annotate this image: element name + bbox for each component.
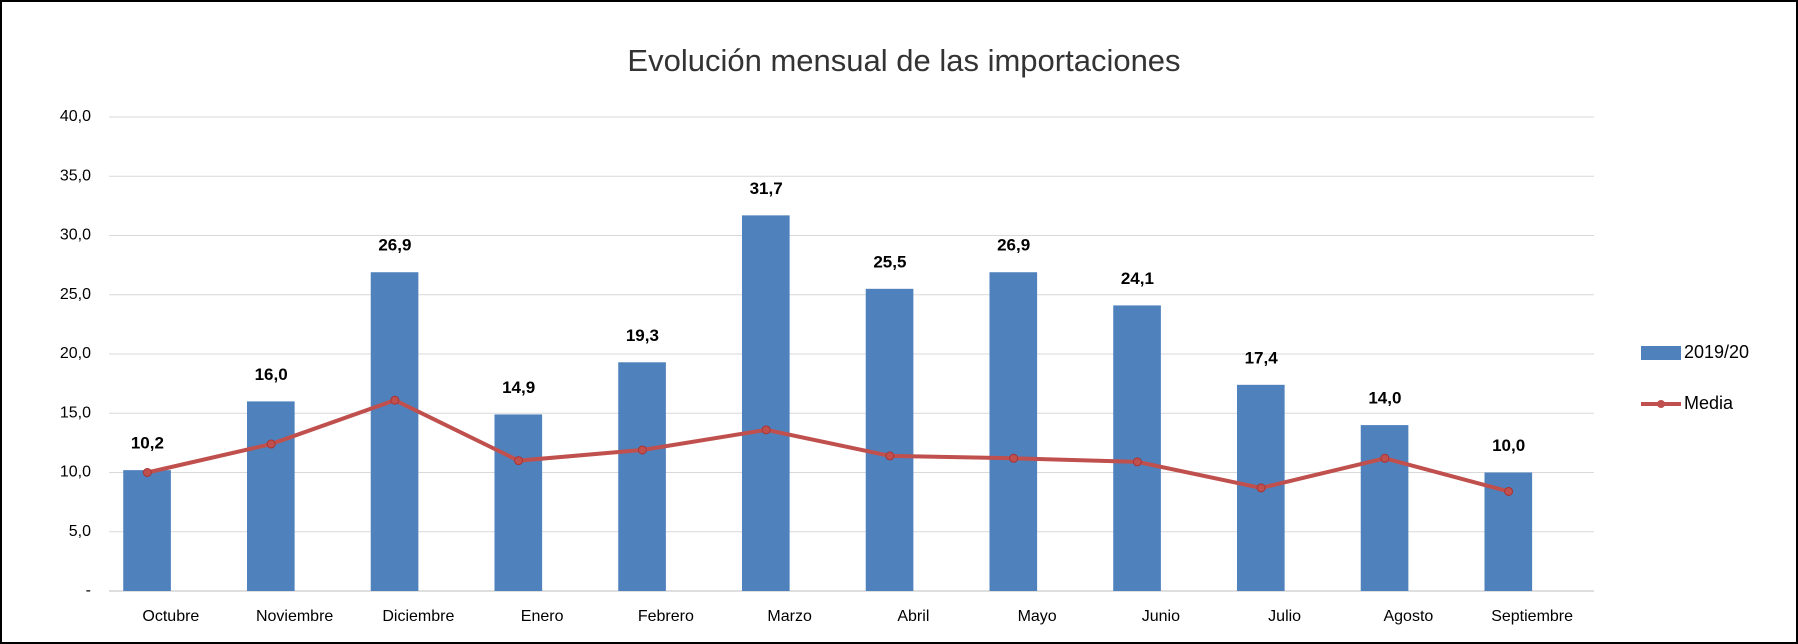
data-label: 26,9 [997,236,1030,255]
data-label: 31,7 [750,179,783,198]
line-marker [1256,483,1266,493]
line-marker [1009,453,1019,463]
line-marker [885,451,895,461]
bar [123,470,171,591]
data-label: 10,0 [1492,436,1525,455]
bar [1113,305,1161,591]
y-tick-label: 30,0 [60,227,91,244]
x-tick-label: Abril [897,608,929,625]
legend-label: 2019/20 [1684,342,1749,362]
data-label: 16,0 [255,365,288,384]
y-tick-label: 10,0 [60,464,91,481]
data-label: 24,1 [1121,269,1154,288]
bar [246,401,295,591]
line-marker [266,439,276,449]
x-tick-label: Mayo [1018,608,1057,625]
y-tick-label: - [86,582,91,599]
bar [618,362,666,591]
bar [865,288,914,591]
line-marker [1380,453,1390,463]
line-marker [1132,457,1142,467]
line-marker [637,445,647,455]
legend-swatch [1641,346,1681,360]
line [146,398,1510,494]
line-marker [390,395,400,405]
chart-title: Evolución mensual de las importaciones [627,43,1180,78]
y-tick-label: 5,0 [69,523,91,540]
data-label: 25,5 [873,252,906,271]
data-label: 19,3 [626,326,659,345]
bar [370,272,419,591]
x-tick-label: Septiembre [1491,608,1573,625]
data-label: 17,4 [1245,348,1279,367]
data-label: 14,0 [1368,389,1401,408]
bar [494,414,543,591]
bar [1360,425,1409,591]
line-marker [1504,486,1514,496]
line-marker [514,456,524,466]
data-label: 14,9 [502,378,535,397]
bar [989,272,1038,591]
x-tick-label: Diciembre [382,608,454,625]
bar [741,215,790,592]
y-tick-label: 40,0 [60,108,91,125]
data-label: 26,9 [378,236,411,255]
y-tick-label: 15,0 [60,404,91,421]
legend-marker [1657,400,1665,408]
legend-label: Media [1684,393,1734,413]
y-tick-label: 25,0 [60,286,91,303]
x-tick-label: Julio [1268,608,1301,625]
x-tick-label: Noviembre [256,608,333,625]
x-tick-label: Octubre [142,608,199,625]
line-marker [761,425,771,435]
data-label: 10,2 [131,434,164,453]
x-tick-label: Enero [521,608,564,625]
y-tick-label: 35,0 [60,167,91,184]
x-tick-label: Agosto [1383,608,1433,625]
line-marker [142,468,152,477]
x-tick-label: Junio [1142,608,1180,625]
x-tick-label: Marzo [767,608,812,625]
x-tick-label: Febrero [638,608,694,625]
y-tick-label: 20,0 [60,345,91,362]
